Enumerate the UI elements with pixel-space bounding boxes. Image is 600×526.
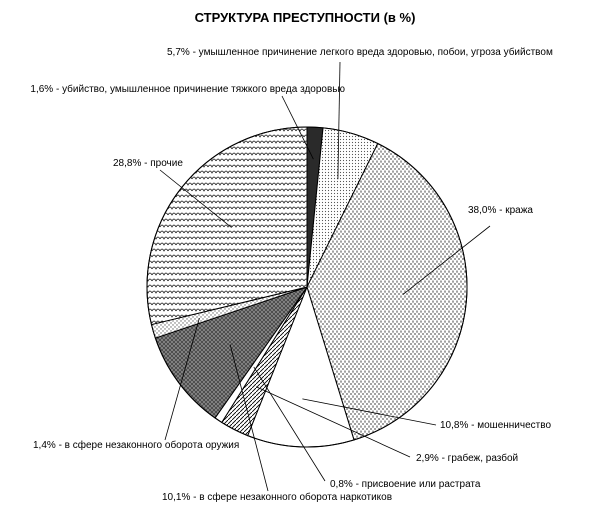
slice-label-5: 2,9% - грабеж, разбой — [416, 452, 518, 464]
slice-label-3: 38,0% - кража — [468, 205, 533, 216]
leader-line-5 — [256, 386, 411, 458]
slice-label-6: 0,8% - присвоение или растрата — [330, 479, 481, 490]
slice-label-4: 10,8% - мошенничество — [440, 420, 551, 431]
slice-label-2: 5,7% - умышленное причинение легкого вре… — [167, 46, 553, 58]
leader-line-7 — [229, 344, 269, 492]
chart-title: СТРУКТУРА ПРЕСТУПНОСТИ (в %) — [195, 10, 416, 25]
pie-outline — [146, 126, 468, 448]
leader-line-6 — [253, 366, 326, 482]
leader-line-3 — [402, 225, 491, 296]
slice-label-9: 28,8% - прочие — [113, 158, 183, 169]
leader-line-2 — [337, 61, 341, 180]
leader-line-4 — [302, 398, 437, 426]
leader-line-9 — [159, 169, 232, 228]
leader-lines — [159, 61, 491, 492]
leader-line-1 — [281, 95, 314, 160]
leader-line-8 — [164, 317, 200, 441]
slice-label-7: 10,1% - в сфере незаконного оборота нарк… — [162, 491, 392, 503]
slice-labels: 1,6% - убийство, умышленное причинение т… — [30, 46, 553, 503]
slice-label-1: 1,6% - убийство, умышленное причинение т… — [30, 83, 345, 95]
slice-label-8: 1,4% - в сфере незаконного оборота оружи… — [33, 439, 239, 451]
pie-slices — [146, 126, 468, 448]
